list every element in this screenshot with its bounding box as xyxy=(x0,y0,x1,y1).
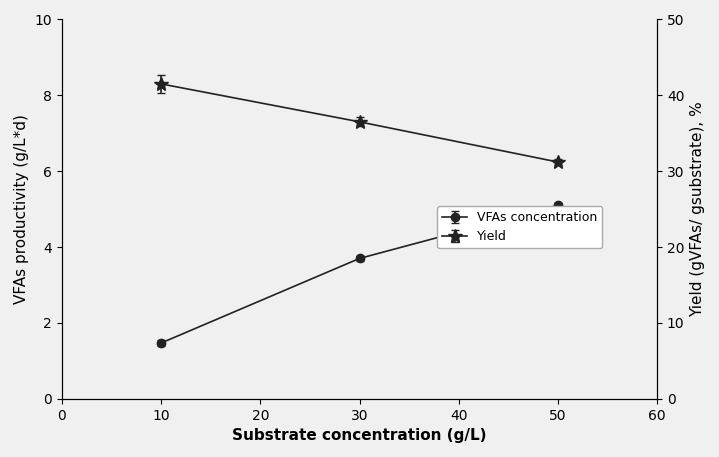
Legend: VFAs concentration, Yield: VFAs concentration, Yield xyxy=(437,206,603,249)
X-axis label: Substrate concentration (g/L): Substrate concentration (g/L) xyxy=(232,428,487,443)
Y-axis label: Yield (gVFAs/ gsubstrate), %: Yield (gVFAs/ gsubstrate), % xyxy=(690,101,705,317)
Y-axis label: VFAs productivity (g/L*d): VFAs productivity (g/L*d) xyxy=(14,114,29,304)
